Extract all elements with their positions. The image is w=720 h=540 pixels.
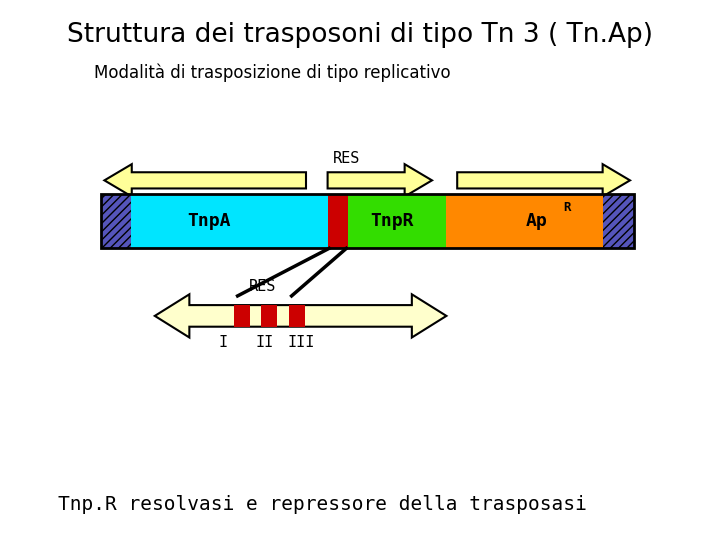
Text: R: R bbox=[563, 201, 570, 214]
Polygon shape bbox=[328, 164, 432, 197]
Text: Tnp.R resolvasi e repressore della trasposasi: Tnp.R resolvasi e repressore della trasp… bbox=[58, 495, 586, 515]
Bar bbox=[101, 194, 328, 248]
Bar bbox=[328, 194, 348, 248]
Text: III: III bbox=[287, 335, 315, 350]
Polygon shape bbox=[104, 164, 306, 197]
Text: TnpA: TnpA bbox=[187, 212, 230, 231]
Bar bbox=[348, 194, 446, 248]
Text: Ap: Ap bbox=[526, 212, 547, 231]
Bar bbox=[101, 194, 634, 248]
Bar bbox=[289, 305, 305, 327]
Bar bbox=[234, 305, 250, 327]
Bar bbox=[446, 194, 634, 248]
Polygon shape bbox=[457, 164, 630, 197]
Text: Struttura dei trasposoni di tipo Tn 3 ( Tn.Ap): Struttura dei trasposoni di tipo Tn 3 ( … bbox=[67, 22, 653, 48]
Text: RES: RES bbox=[333, 151, 361, 166]
Polygon shape bbox=[155, 294, 446, 338]
Text: RES: RES bbox=[249, 279, 276, 294]
Bar bbox=[603, 194, 634, 248]
Bar bbox=[101, 194, 131, 248]
Text: TnpR: TnpR bbox=[371, 212, 414, 231]
Text: I: I bbox=[219, 335, 228, 350]
Text: Modalità di trasposizione di tipo replicativo: Modalità di trasposizione di tipo replic… bbox=[94, 64, 450, 82]
Text: II: II bbox=[255, 335, 274, 350]
Bar bbox=[261, 305, 277, 327]
